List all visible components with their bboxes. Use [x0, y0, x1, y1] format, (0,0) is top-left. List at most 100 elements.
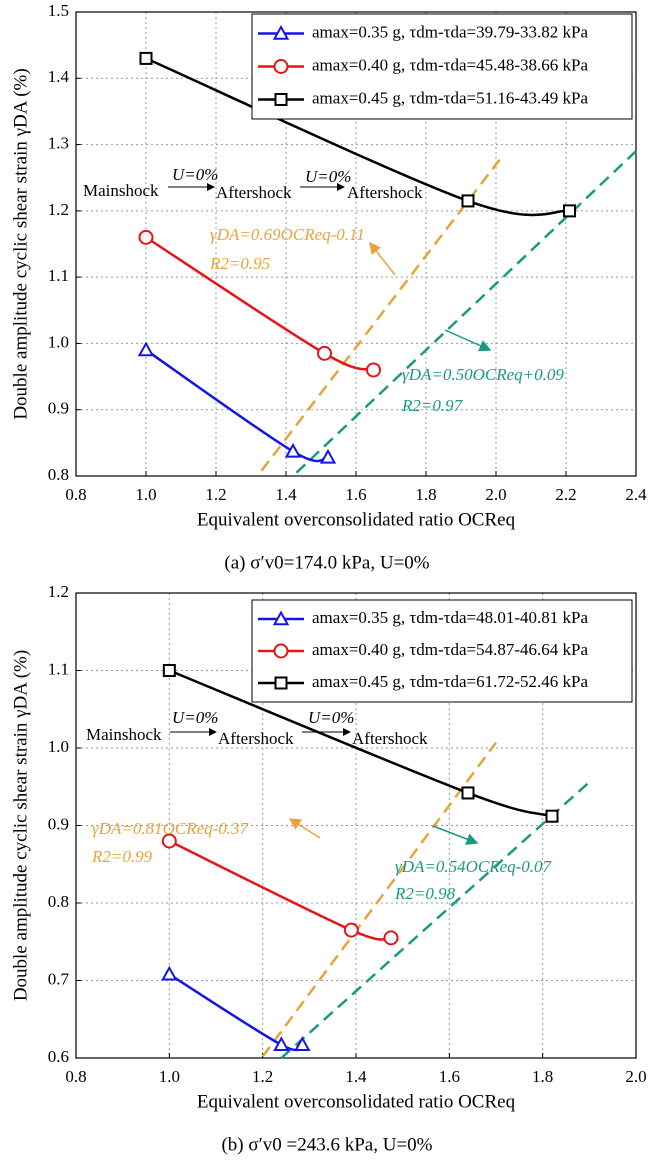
- x-axis-title: Equivalent overconsolidated ratio OCReq: [197, 509, 516, 530]
- fit-line: [261, 741, 498, 1058]
- x-tick-label: 1.6: [345, 485, 366, 504]
- marker: [273, 643, 289, 659]
- marker: [545, 809, 559, 823]
- annotation: Aftershock: [218, 729, 294, 748]
- annotation: U=0%: [172, 165, 218, 184]
- annotation: U=0%: [172, 708, 218, 727]
- r-squared: R2=0.99: [91, 847, 153, 866]
- marker: [161, 965, 178, 981]
- marker: [162, 664, 176, 677]
- marker: [343, 922, 359, 938]
- marker: [284, 442, 302, 458]
- x-tick-label: 0.8: [65, 1067, 86, 1086]
- marker: [137, 341, 155, 357]
- marker: [563, 204, 576, 218]
- annotation: Aftershock: [216, 183, 292, 202]
- x-tick-label: 2.4: [625, 485, 647, 504]
- x-tick-label: 1.0: [159, 1067, 180, 1086]
- y-tick-label: 0.6: [48, 1047, 69, 1066]
- equation: γDA=0.50OCReq+0.09: [402, 365, 564, 384]
- marker: [319, 448, 337, 464]
- y-tick-label: 0.9: [48, 814, 69, 833]
- series-line: [168, 839, 392, 941]
- annotation: Mainshock: [83, 181, 159, 200]
- legend-label: amax=0.45 g, τdm-τda=51.16-43.49 kPa: [312, 88, 588, 107]
- marker: [139, 51, 153, 65]
- y-tick-label: 0.7: [48, 969, 70, 988]
- marker: [274, 93, 288, 106]
- y-axis-title: Double amplitude cyclic shear strain γDA…: [10, 68, 31, 419]
- marker: [383, 930, 399, 946]
- arrow: [432, 825, 479, 845]
- series-line: [168, 669, 553, 818]
- axes: 0.8 1.0 1.2 1.4 1.6 1.8 2.0 0.6 0.7 0.8 0.9 1.0 1.1 1…: [10, 582, 646, 1155]
- x-tick-label: 1.4: [345, 1067, 367, 1086]
- fit-line: [260, 159, 501, 472]
- series-line: [145, 57, 570, 217]
- marker: [273, 59, 289, 74]
- marker: [273, 1036, 290, 1052]
- r-squared: R2=0.97: [401, 396, 464, 415]
- x-tick-label: 2.0: [625, 1067, 646, 1086]
- y-tick-label: 1.1: [48, 659, 69, 678]
- x-tick-label: 0.8: [65, 485, 86, 504]
- x-tick-label: 1.0: [135, 485, 156, 504]
- x-tick-label: 1.8: [532, 1067, 553, 1086]
- y-axis-title: Double amplitude cyclic shear strain γDA…: [10, 650, 31, 1001]
- equation: γDA=0.54OCReq-0.07: [395, 857, 553, 876]
- panel-b: 0.8 1.0 1.2 1.4 1.6 1.8 2.0 0.6 0.7 0.8 0.9 1.0 1.1 1…: [10, 582, 646, 1155]
- x-tick-label: 2.2: [555, 485, 576, 504]
- arrow: [444, 329, 492, 352]
- x-tick-label: 1.2: [252, 1067, 273, 1086]
- r-squared: R2=0.95: [209, 254, 270, 273]
- equation: γDA=0.81OCReq-0.37: [92, 819, 250, 838]
- x-axis-title: Equivalent overconsolidated ratio OCReq: [197, 1091, 516, 1112]
- marker: [272, 24, 290, 40]
- legend-label: amax=0.35 g, τdm-τda=39.79-33.82 kPa: [312, 22, 588, 41]
- legend-label: amax=0.40 g, τdm-τda=45.48-38.66 kPa: [312, 55, 588, 74]
- series-line: [145, 236, 374, 372]
- plot-frame: [75, 592, 637, 1059]
- x-tick-label: 1.2: [205, 485, 226, 504]
- legend-label: amax=0.40 g, τdm-τda=54.87-46.64 kPa: [312, 640, 588, 659]
- y-tick-label: 1.2: [48, 582, 69, 601]
- y-tick-label: 0.8: [48, 465, 69, 484]
- legend-label: amax=0.45 g, τdm-τda=61.72-52.46 kPa: [312, 672, 588, 691]
- caption: (a) σ′v0=174.0 kPa, U=0%: [224, 552, 429, 573]
- annotation: U=0%: [308, 708, 354, 727]
- marker: [272, 610, 290, 626]
- series-line: [145, 349, 329, 463]
- marker: [138, 229, 154, 245]
- fit-line: [280, 781, 591, 1059]
- annotation: Mainshock: [86, 725, 162, 744]
- marker: [294, 1036, 311, 1052]
- marker: [317, 345, 332, 361]
- x-tick-label: 1.8: [415, 485, 436, 504]
- y-tick-label: 1.5: [48, 1, 69, 20]
- y-tick-label: 1.0: [48, 332, 69, 351]
- marker: [274, 676, 288, 690]
- annotation: U=0%: [305, 167, 351, 186]
- y-tick-label: 1.4: [48, 67, 70, 86]
- y-tick-label: 1.2: [48, 200, 69, 219]
- x-tick-label: 1.6: [439, 1067, 460, 1086]
- fit-line: [295, 150, 637, 474]
- equation: γDA=0.69OCReq-0.11: [210, 225, 365, 244]
- y-tick-label: 1.1: [48, 266, 69, 285]
- plot-frame: [75, 11, 637, 477]
- annotation: Aftershock: [347, 183, 423, 202]
- x-tick-label: 1.4: [275, 485, 297, 504]
- y-tick-label: 0.9: [48, 399, 69, 418]
- arrow: [288, 818, 321, 839]
- r-squared: R2=0.98: [394, 884, 456, 903]
- marker: [461, 786, 475, 800]
- marker: [366, 362, 381, 378]
- legend-box: [251, 599, 633, 703]
- annotation: Aftershock: [352, 729, 428, 748]
- legend-label: amax=0.35 g, τdm-τda=48.01-40.81 kPa: [312, 608, 588, 627]
- y-tick-label: 0.8: [48, 892, 69, 911]
- axes: 0.8 1.0 1.2 1.4 1.6 1.8 2.0 2.2 2.4 0.8 0.9 1.0 1.1 1…: [10, 1, 647, 573]
- y-tick-label: 1.0: [48, 737, 69, 756]
- arrow: [369, 241, 396, 276]
